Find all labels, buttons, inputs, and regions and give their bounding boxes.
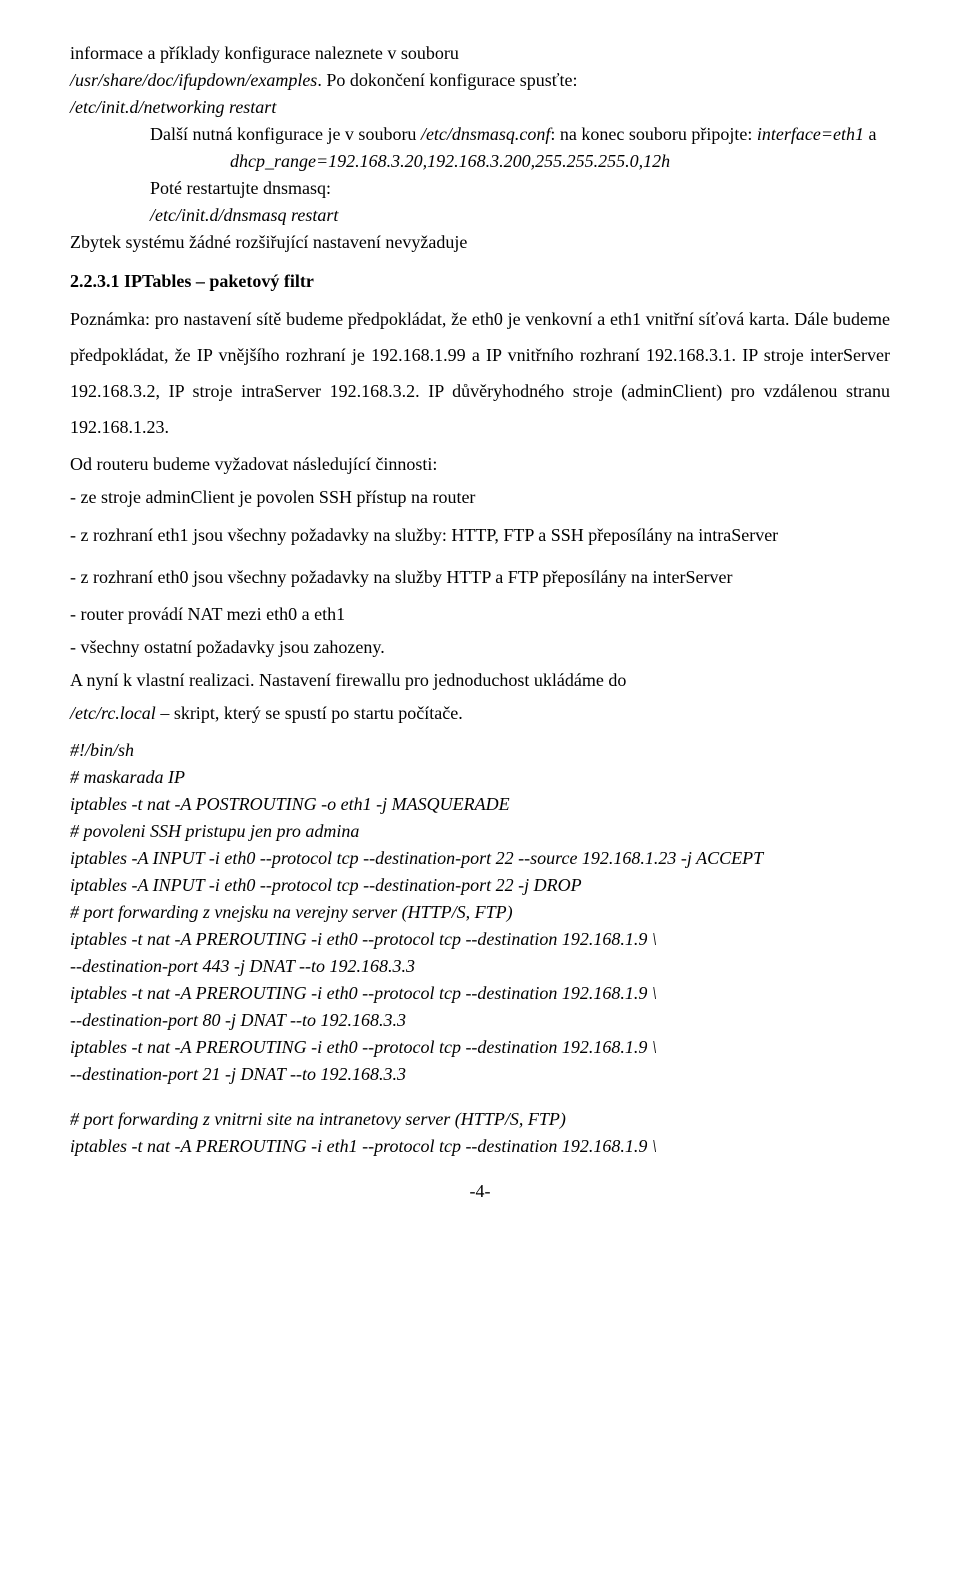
script-line: iptables -A INPUT -i eth0 --protocol tcp…	[70, 845, 890, 872]
document-page: informace a příklady konfigurace nalezne…	[0, 0, 960, 1245]
script-comment: # port forwarding z vnejsku na verejny s…	[70, 899, 890, 926]
body-text: – skript, který se spustí po startu počí…	[156, 703, 463, 723]
config-text: dhcp_range=192.168.3.20,192.168.3.200,25…	[150, 148, 890, 175]
path-text: /etc/dnsmasq.conf	[421, 124, 550, 144]
script-line: iptables -t nat -A PREROUTING -i eth0 --…	[70, 980, 890, 1007]
body-text: : na konec souboru připojte:	[550, 124, 756, 144]
body-text: informace a příklady konfigurace nalezne…	[70, 40, 890, 67]
script-comment: # port forwarding z vnitrni site na intr…	[70, 1106, 890, 1133]
script-line: iptables -t nat -A PREROUTING -i eth1 --…	[70, 1133, 890, 1160]
script-line: iptables -t nat -A PREROUTING -i eth0 --…	[70, 1034, 890, 1061]
script-comment: # povoleni SSH pristupu jen pro admina	[70, 818, 890, 845]
bullet-item: - z rozhraní eth0 jsou všechny požadavky…	[70, 559, 890, 595]
page-number: -4-	[70, 1178, 890, 1205]
body-text: Zbytek systému žádné rozšiřující nastave…	[70, 229, 890, 256]
script-comment: # maskarada IP	[70, 764, 890, 791]
bullet-item: - všechny ostatní požadavky jsou zahozen…	[70, 634, 890, 661]
body-text: Další nutná konfigurace je v souboru	[150, 124, 421, 144]
script-line: iptables -A INPUT -i eth0 --protocol tcp…	[70, 872, 890, 899]
body-text: /etc/rc.local – skript, který se spustí …	[70, 700, 890, 727]
body-text: Poznámka: pro nastavení sítě budeme před…	[70, 301, 890, 445]
command-text: /etc/init.d/dnsmasq restart	[150, 202, 890, 229]
body-text: /usr/share/doc/ifupdown/examples. Po dok…	[70, 67, 890, 94]
bullet-item: - ze stroje adminClient je povolen SSH p…	[70, 484, 890, 511]
script-line: --destination-port 80 -j DNAT --to 192.1…	[70, 1007, 890, 1034]
bullet-item: - z rozhraní eth1 jsou všechny požadavky…	[70, 517, 890, 553]
path-text: /usr/share/doc/ifupdown/examples	[70, 70, 317, 90]
script-line: iptables -t nat -A POSTROUTING -o eth1 -…	[70, 791, 890, 818]
body-text: Další nutná konfigurace je v souboru /et…	[150, 121, 890, 148]
body-text: a	[864, 124, 877, 144]
script-line: --destination-port 443 -j DNAT --to 192.…	[70, 953, 890, 980]
bullet-item: - router provádí NAT mezi eth0 a eth1	[70, 601, 890, 628]
command-text: /etc/init.d/networking restart	[70, 94, 890, 121]
body-text: Od routeru budeme vyžadovat následující …	[70, 451, 890, 478]
body-text: . Po dokončení konfigurace spusťte:	[317, 70, 577, 90]
script-line: iptables -t nat -A PREROUTING -i eth0 --…	[70, 926, 890, 953]
body-text: A nyní k vlastní realizaci. Nastavení fi…	[70, 667, 890, 694]
script-line: --destination-port 21 -j DNAT --to 192.1…	[70, 1061, 890, 1088]
section-heading: 2.2.3.1 IPTables – paketový filtr	[70, 268, 890, 295]
path-text: /etc/rc.local	[70, 703, 156, 723]
config-text: interface=eth1	[757, 124, 864, 144]
script-line: #!/bin/sh	[70, 737, 890, 764]
body-text: Poté restartujte dnsmasq:	[150, 175, 890, 202]
